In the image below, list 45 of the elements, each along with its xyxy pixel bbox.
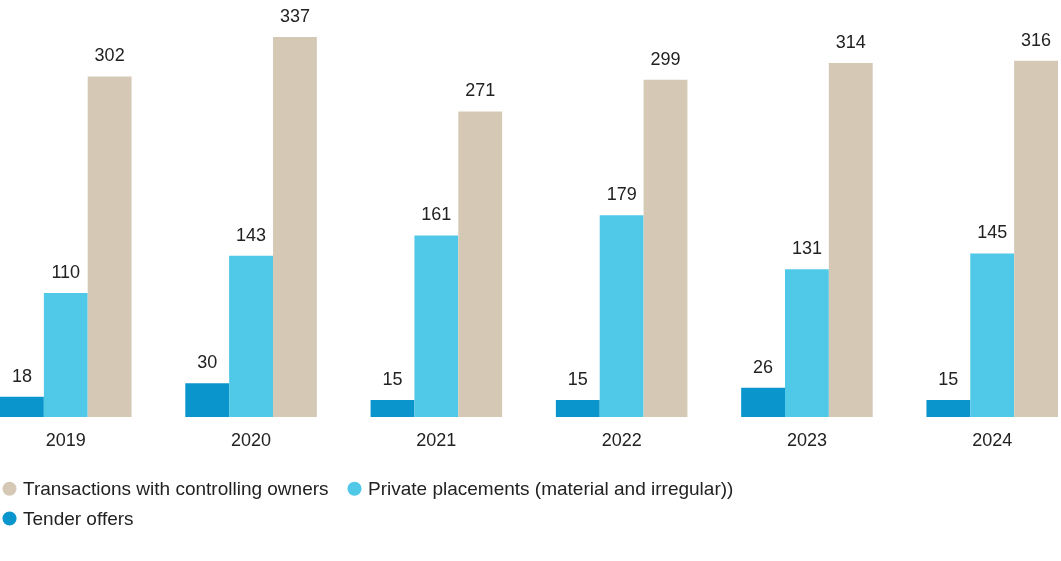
data-label: 314 xyxy=(835,31,866,52)
x-tick-label: 2020 xyxy=(231,429,272,450)
legend-label: Private placements (material and irregular)) xyxy=(368,477,734,499)
data-label: 271 xyxy=(465,80,496,101)
data-label: 179 xyxy=(606,184,637,205)
x-tick-label: 2021 xyxy=(416,429,457,450)
data-label: 30 xyxy=(197,352,218,373)
data-label: 15 xyxy=(382,369,403,390)
bar xyxy=(741,387,786,417)
bar xyxy=(970,253,1015,417)
data-label: 110 xyxy=(51,261,81,282)
bar xyxy=(370,400,415,417)
bar xyxy=(414,235,459,417)
data-label: 316 xyxy=(1021,29,1052,50)
bar xyxy=(926,400,971,417)
bar xyxy=(828,62,873,417)
bar xyxy=(43,292,88,417)
x-tick-label: 2023 xyxy=(786,429,827,450)
legend-label: Transactions with controlling owners xyxy=(23,477,329,499)
legend-label: Tender offers xyxy=(23,507,134,529)
bar xyxy=(229,255,273,417)
data-label: 337 xyxy=(279,6,310,26)
bar xyxy=(1014,60,1058,417)
bar xyxy=(643,79,688,417)
data-label: 145 xyxy=(977,222,1008,243)
bar xyxy=(0,396,44,417)
bar xyxy=(87,76,132,417)
data-label: 15 xyxy=(938,369,959,390)
x-tick-label: 2022 xyxy=(601,429,642,450)
x-tick-label: 2024 xyxy=(972,429,1013,450)
bar xyxy=(785,269,829,417)
bar xyxy=(458,111,503,417)
data-label: 299 xyxy=(650,48,681,69)
data-label: 131 xyxy=(791,238,822,259)
data-label: 18 xyxy=(11,365,32,386)
bar xyxy=(555,400,600,417)
bar xyxy=(272,37,317,417)
bar xyxy=(185,383,230,417)
data-label: 143 xyxy=(236,224,267,245)
data-label: 15 xyxy=(567,369,588,390)
data-label: 302 xyxy=(94,45,125,66)
data-label: 26 xyxy=(753,356,774,377)
x-tick-label: 2019 xyxy=(45,429,86,450)
bar xyxy=(599,215,644,417)
data-label: 161 xyxy=(421,204,452,225)
